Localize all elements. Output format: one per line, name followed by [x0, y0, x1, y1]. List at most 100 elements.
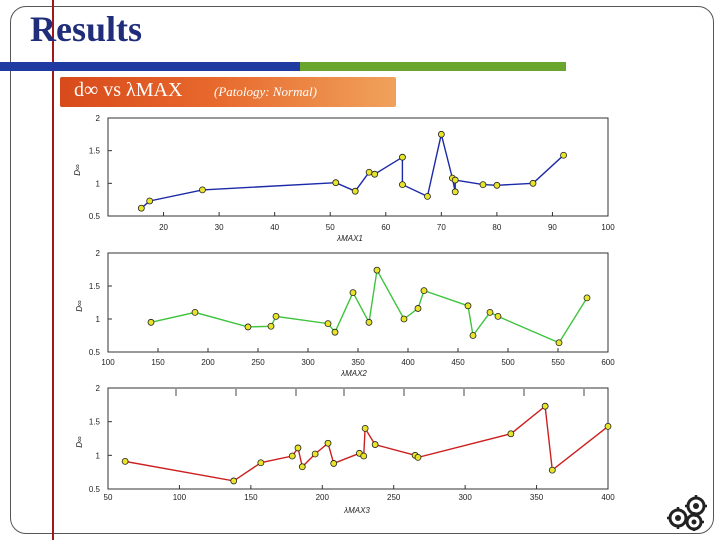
data-point — [272, 312, 280, 320]
chart-2: 100 150 200 250 300 350 400 450 500 550 600 0.5 1 1.5… — [75, 249, 615, 378]
data-point — [267, 322, 275, 330]
x-tick-label: 80 — [492, 223, 501, 232]
y-axis-label: D∞ — [75, 300, 84, 312]
data-point — [373, 266, 381, 274]
data-point — [332, 179, 340, 187]
x-tick-label: 90 — [548, 223, 557, 232]
x-tick-label: 20 — [159, 223, 168, 232]
plot-frame — [107, 117, 609, 217]
chart-1: 20 30 40 50 60 70 80 90 100 0.5 1 1.5 2 λMAX1 D∞ — [73, 114, 615, 243]
x-tick-label: 100 — [601, 223, 615, 232]
data-point — [469, 332, 477, 339]
data-point — [400, 315, 408, 323]
x-tick-label: 600 — [601, 358, 615, 367]
x-tick-label: 400 — [601, 493, 615, 502]
data-point — [583, 294, 591, 302]
data-point — [330, 460, 338, 467]
y-axis-label: D∞ — [75, 436, 84, 448]
data-point — [541, 402, 549, 410]
data-point — [360, 452, 368, 460]
x-tick-label: 50 — [104, 493, 113, 502]
data-point — [294, 444, 302, 452]
data-point — [464, 302, 472, 310]
x-tick-label: 450 — [451, 358, 465, 367]
data-point — [147, 318, 155, 326]
data-point — [230, 477, 238, 485]
data-point — [451, 176, 459, 184]
subtitle-note: (Patology: Normal) — [214, 84, 317, 99]
title-underline-bar — [0, 62, 566, 71]
x-tick-label: 250 — [387, 493, 401, 502]
x-axis-label: λMAX1 — [336, 234, 363, 243]
data-point — [560, 151, 567, 159]
data-point — [529, 179, 537, 187]
x-tick-label: 200 — [316, 493, 330, 502]
accent-vertical-line — [52, 0, 54, 540]
y-tick-label: 0.5 — [89, 485, 101, 494]
x-tick-label: 50 — [326, 223, 335, 232]
data-point — [371, 170, 379, 178]
x-tick-label: 100 — [101, 358, 115, 367]
data-point — [244, 323, 252, 331]
data-point — [371, 441, 379, 448]
data-point — [349, 289, 357, 297]
y-tick-label: 2 — [96, 114, 101, 123]
y-tick-label: 0.5 — [89, 212, 101, 221]
y-tick-label: 1.5 — [89, 282, 101, 291]
data-point — [437, 130, 445, 138]
data-point — [361, 424, 369, 432]
x-tick-label: 300 — [301, 358, 315, 367]
data-point — [298, 463, 306, 471]
x-tick-label: 60 — [381, 223, 390, 232]
data-point — [493, 181, 501, 189]
x-tick-label: 100 — [173, 493, 187, 502]
y-tick-label: 2 — [96, 249, 101, 258]
data-point — [507, 430, 515, 438]
data-point — [548, 466, 556, 474]
data-point — [288, 452, 296, 460]
subtitle-label: d∞ vs λMAX — [74, 79, 183, 101]
y-tick-label: 2 — [96, 384, 101, 393]
x-tick-label: 400 — [401, 358, 415, 367]
data-point — [420, 287, 428, 295]
data-point — [414, 305, 422, 312]
gears-icon — [667, 495, 707, 531]
x-tick-label: 30 — [215, 223, 224, 232]
y-tick-label: 1.5 — [89, 418, 101, 427]
chart-3: 50 100 150 200 250 300 350 400 0.5 1 1.5 2 λMAX3 D∞ — [75, 384, 615, 515]
data-point — [324, 320, 332, 328]
x-tick-label: 350 — [351, 358, 365, 367]
y-axis-label: D∞ — [73, 164, 82, 176]
y-tick-label: 1 — [96, 179, 101, 188]
data-point — [399, 153, 406, 161]
data-point — [257, 459, 265, 467]
data-point — [494, 312, 502, 320]
data-point — [324, 439, 332, 447]
data-point — [414, 453, 422, 461]
y-tick-label: 1 — [96, 451, 101, 460]
data-point — [191, 308, 199, 316]
y-tick-label: 0.5 — [89, 348, 101, 357]
y-tick-label: 1 — [96, 315, 101, 324]
x-tick-label: 550 — [551, 358, 565, 367]
data-point — [451, 188, 459, 196]
data-point — [365, 318, 373, 326]
data-point — [486, 308, 494, 316]
data-point — [365, 168, 373, 176]
x-axis-label: λMAX2 — [340, 369, 367, 378]
x-tick-label: 150 — [151, 358, 165, 367]
data-point — [604, 422, 612, 430]
x-tick-label: 350 — [530, 493, 544, 502]
y-tick-label: 1.5 — [89, 147, 101, 156]
x-tick-label: 200 — [201, 358, 215, 367]
x-tick-label: 150 — [244, 493, 258, 502]
x-tick-label: 250 — [251, 358, 265, 367]
data-point — [199, 186, 206, 194]
subtitle-banner: d∞ vs λMAX (Patology: Normal) — [60, 77, 396, 107]
x-tick-label: 40 — [270, 223, 279, 232]
x-axis-label: λMAX3 — [343, 506, 370, 515]
data-point — [146, 197, 154, 205]
data-point — [399, 181, 406, 189]
plot-frame — [107, 387, 609, 490]
